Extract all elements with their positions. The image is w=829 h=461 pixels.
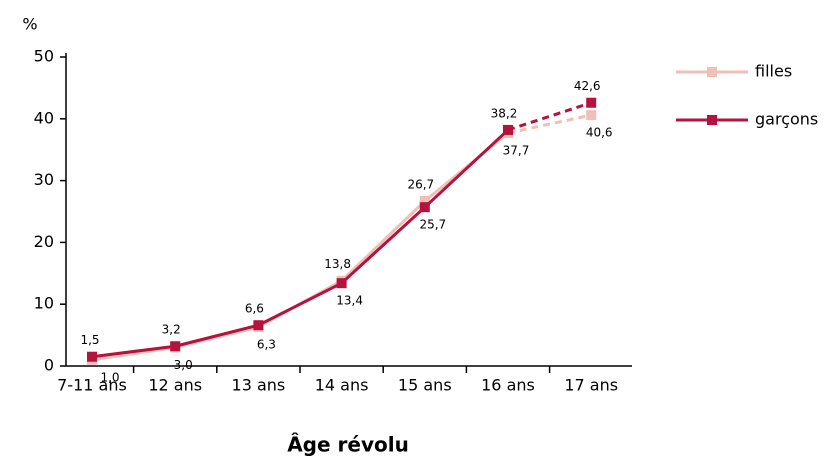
y-tick-label: 40 <box>34 108 54 127</box>
marker <box>586 110 597 121</box>
y-tick-label: 30 <box>34 170 54 189</box>
marker <box>419 195 430 206</box>
marker <box>503 124 513 135</box>
line-dashed <box>507 113 592 135</box>
value-label: 6,6 <box>245 302 264 316</box>
y-tick-label: 0 <box>44 356 54 375</box>
x-tick-label: 15 ans <box>398 376 452 395</box>
marker <box>419 202 430 213</box>
value-label: 1,0 <box>100 370 119 384</box>
value-label: 1,5 <box>80 333 99 347</box>
marker <box>170 341 181 352</box>
legend-label: filles <box>755 62 792 81</box>
legend-label: garçons <box>755 110 818 129</box>
value-label: 42,6 <box>574 79 601 93</box>
line-solid <box>91 131 509 362</box>
x-tick-label: 16 ans <box>481 376 535 395</box>
x-tick-label: 17 ans <box>564 376 618 395</box>
line-solid <box>91 128 510 359</box>
value-label: 37,7 <box>503 144 530 158</box>
x-tick-label: 7-11 ans <box>57 376 127 395</box>
y-tick-label: 50 <box>34 47 54 66</box>
x-tick-label: 13 ans <box>232 376 286 395</box>
marker <box>586 97 597 108</box>
y-tick-label: 10 <box>34 294 54 313</box>
value-label: 40,6 <box>586 126 613 140</box>
value-label: 3,2 <box>162 323 181 337</box>
value-label: 6,3 <box>257 338 276 352</box>
value-label: 38,2 <box>491 106 518 120</box>
value-label: 13,4 <box>336 294 363 308</box>
y-axis-label: % <box>22 15 37 34</box>
value-label: 13,8 <box>324 257 351 271</box>
value-label: 25,7 <box>419 218 446 232</box>
line-dashed <box>507 101 592 132</box>
x-axis-label: Âge révolu <box>287 433 409 457</box>
marker <box>87 351 97 362</box>
legend-marker <box>707 67 717 77</box>
legend-marker <box>707 115 717 125</box>
x-tick-label: 12 ans <box>148 376 202 395</box>
x-tick-label: 14 ans <box>315 376 369 395</box>
value-label: 3,0 <box>174 358 193 372</box>
marker <box>336 278 347 289</box>
marker <box>253 320 264 331</box>
y-tick-label: 20 <box>34 232 54 251</box>
value-label: 26,7 <box>407 177 434 191</box>
